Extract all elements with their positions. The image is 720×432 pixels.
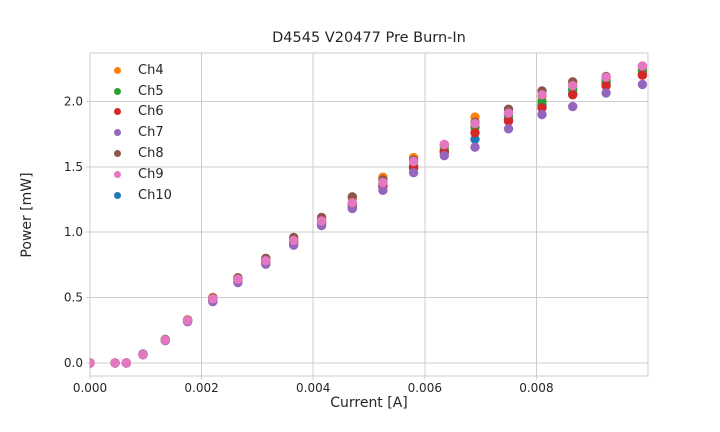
data-point — [316, 216, 327, 226]
legend-label: Ch8 — [138, 146, 164, 162]
data-point — [378, 177, 388, 188]
legend-item: Ch7 — [110, 122, 172, 143]
data-point — [408, 168, 419, 178]
data-point — [537, 90, 547, 100]
scatter-points — [89, 61, 648, 368]
legend-item: Ch5 — [110, 81, 172, 102]
x-axis-label: Current [A] — [330, 395, 408, 411]
data-point — [138, 349, 148, 360]
legend-label: Ch10 — [138, 187, 172, 203]
legend-marker-icon — [113, 191, 121, 199]
data-point — [470, 134, 480, 144]
legend-item: Ch9 — [110, 164, 172, 185]
legend-marker-icon — [113, 170, 121, 178]
data-point — [378, 185, 388, 195]
data-point — [568, 81, 578, 91]
data-point — [537, 96, 547, 107]
data-point — [601, 81, 611, 91]
legend-label: Ch6 — [138, 104, 164, 120]
data-point — [503, 124, 514, 134]
data-point — [439, 151, 449, 161]
legend-marker-icon — [113, 108, 121, 116]
data-point — [537, 109, 547, 120]
gridlines — [89, 53, 648, 376]
data-point — [503, 108, 514, 118]
y-tick-label: 1.5 — [64, 160, 83, 174]
data-point — [537, 103, 547, 113]
data-point — [408, 156, 419, 167]
legend-marker-icon — [113, 150, 121, 158]
legend-label: Ch7 — [138, 125, 164, 141]
legend-marker-icon — [113, 66, 121, 74]
data-point — [110, 358, 120, 368]
x-tick-label: 0.004 — [296, 381, 330, 395]
y-axis-label: Power [mW] — [19, 172, 35, 258]
data-point — [637, 79, 648, 90]
x-tick-label: 0.008 — [519, 381, 553, 395]
legend-marker-icon — [113, 129, 121, 137]
data-point — [470, 128, 480, 138]
data-point — [160, 335, 170, 345]
data-point — [208, 294, 218, 304]
legend-label: Ch9 — [138, 166, 164, 182]
y-tick-label: 1.0 — [64, 225, 83, 239]
data-point — [568, 101, 578, 112]
data-point — [470, 118, 480, 129]
chart-title: D4545 V20477 Pre Burn-In — [272, 30, 466, 46]
y-tick-label: 0.5 — [64, 291, 83, 305]
data-point — [439, 139, 449, 150]
data-point — [89, 358, 95, 368]
data-point — [637, 61, 648, 71]
series-Ch9 — [89, 61, 648, 368]
y-tick-label: 0.0 — [64, 356, 83, 370]
x-tick-label: 0.002 — [184, 381, 218, 395]
legend-marker-icon — [113, 87, 121, 95]
legend-item: Ch4 — [110, 60, 172, 81]
legend-label: Ch4 — [138, 62, 164, 78]
x-tick-label: 0.006 — [408, 381, 442, 395]
tick-marks — [86, 100, 537, 380]
data-point — [261, 256, 271, 266]
plot-border — [89, 52, 649, 377]
legend-label: Ch5 — [138, 83, 164, 99]
x-tick-label: 0.000 — [73, 381, 107, 395]
y-tick-label: 2.0 — [64, 94, 83, 108]
data-point — [233, 274, 243, 284]
legend-item: Ch8 — [110, 143, 172, 164]
data-point — [568, 90, 578, 100]
legend-item: Ch10 — [110, 185, 172, 206]
data-point — [289, 235, 299, 246]
data-point — [182, 315, 193, 326]
data-point — [601, 88, 611, 98]
tick-labels: 0.000 0.002 0.004 0.006 0.008 0.0 0.5 1.0 1.5 2.0 — [64, 94, 554, 395]
legend-item: Ch6 — [110, 102, 172, 123]
legend: Ch4 Ch5 Ch6 Ch7 Ch8 Ch9 Ch10 — [110, 60, 172, 206]
data-point — [470, 142, 480, 152]
data-point — [601, 72, 611, 82]
data-point — [503, 116, 514, 126]
data-point — [347, 198, 357, 208]
data-point — [637, 70, 648, 80]
data-point — [121, 358, 131, 368]
